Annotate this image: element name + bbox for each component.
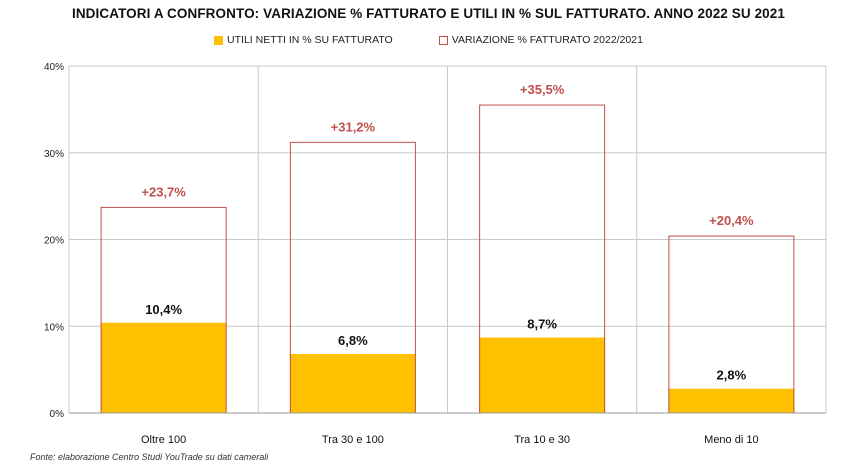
legend-swatch-variazione xyxy=(438,35,448,45)
data-label-variazione: +31,2% xyxy=(331,119,376,134)
data-label-utili: 6,8% xyxy=(338,333,368,348)
bar-utili xyxy=(668,388,795,413)
data-label-variazione: +20,4% xyxy=(709,213,754,228)
x-tick-label: Tra 30 e 100 xyxy=(322,434,384,446)
legend-swatch-utili xyxy=(214,35,224,45)
x-tick-label: Meno di 10 xyxy=(704,434,758,446)
chart-title: INDICATORI A CONFRONTO: VARIAZIONE % FAT… xyxy=(71,6,785,21)
y-tick-label: 10% xyxy=(44,322,64,333)
data-label-utili: 2,8% xyxy=(717,368,747,383)
bar-utili xyxy=(100,322,227,413)
x-tick-label: Tra 10 e 30 xyxy=(514,434,570,446)
bar-variazione xyxy=(668,235,795,414)
bar-utili xyxy=(479,337,606,413)
y-tick-label: 0% xyxy=(50,409,65,420)
data-label-variazione: +35,5% xyxy=(520,82,565,97)
legend-label-variazione: VARIAZIONE % FATTURATO 2022/2021 xyxy=(451,34,643,46)
legend-label-utili: UTILI NETTI IN % SU FATTURATO xyxy=(227,34,393,46)
data-label-variazione: +23,7% xyxy=(141,184,186,199)
y-tick-label: 30% xyxy=(44,149,64,160)
source-note: Fonte: elaborazione Centro Studi YouTrad… xyxy=(30,452,269,462)
y-tick-label: 40% xyxy=(44,62,64,73)
y-tick-label: 20% xyxy=(44,236,64,247)
legend-item-variazione: VARIAZIONE % FATTURATO 2022/2021 xyxy=(438,34,643,46)
data-label-utili: 8,7% xyxy=(527,317,557,332)
chart-legend: UTILI NETTI IN % SU FATTURATO VARIAZIONE… xyxy=(0,32,857,48)
bar-utili xyxy=(289,354,416,413)
data-label-utili: 10,4% xyxy=(145,302,182,317)
legend-item-utili: UTILI NETTI IN % SU FATTURATO xyxy=(214,34,393,46)
x-tick-label: Oltre 100 xyxy=(141,434,186,446)
